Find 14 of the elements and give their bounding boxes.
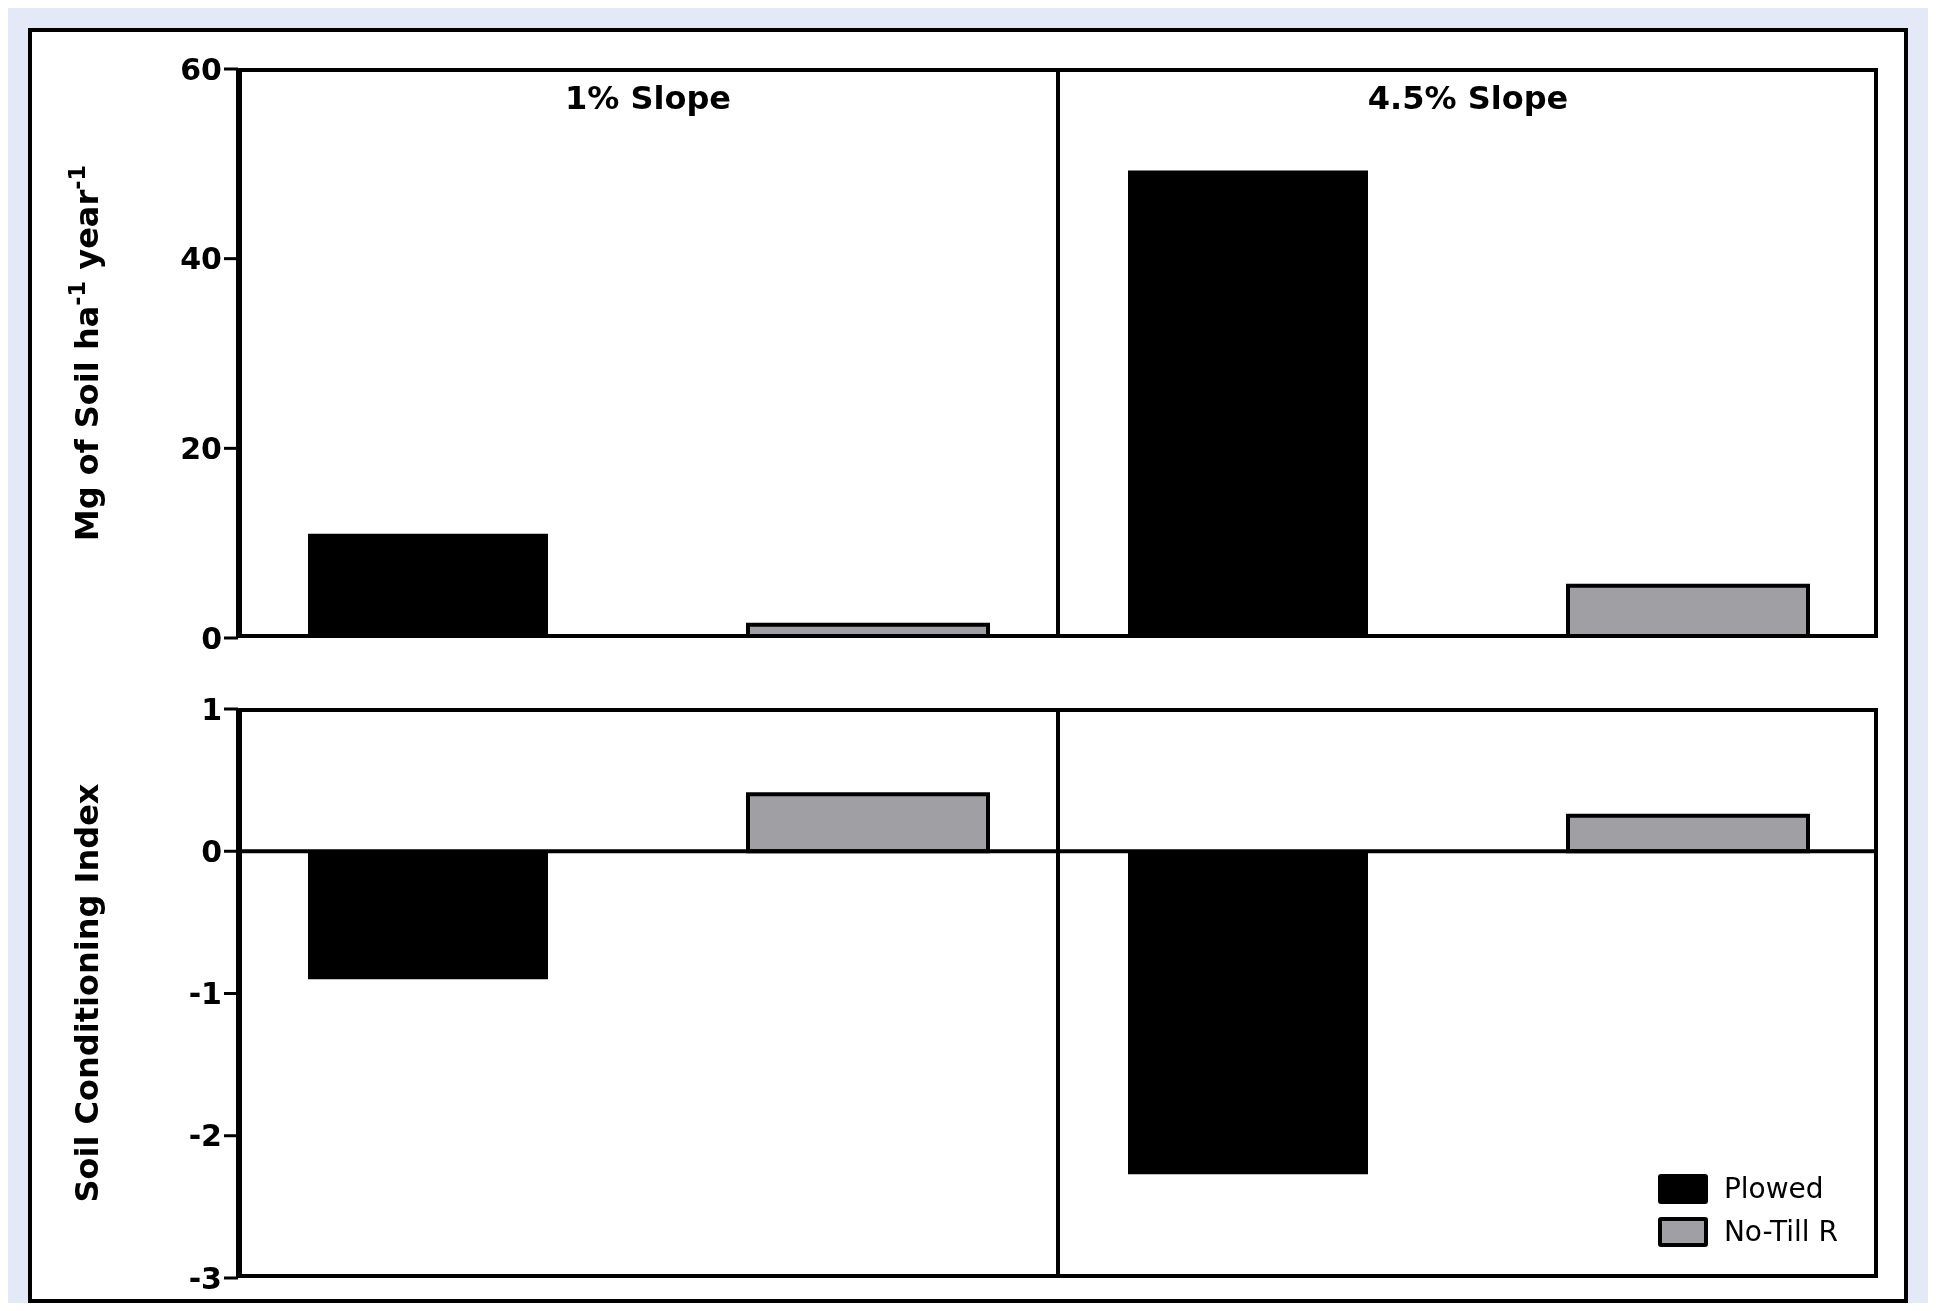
y-tick-label: -1 bbox=[188, 976, 222, 1012]
y-tick-label: 60 bbox=[180, 51, 222, 87]
x-tick-label: 1% Slope bbox=[564, 79, 732, 117]
y-tick-label: 1 bbox=[201, 691, 222, 727]
x-tick-label: 4.5% Slope bbox=[1367, 79, 1569, 117]
y-tick-label: 0 bbox=[201, 833, 222, 869]
legend-label: No-Till R bbox=[1723, 1215, 1838, 1248]
legend-label: Plowed bbox=[1723, 1172, 1824, 1205]
y-tick-label: 0 bbox=[201, 620, 222, 656]
y-axis-title: Soil Conditioning Index bbox=[68, 783, 106, 1203]
y-tick-label: -3 bbox=[188, 1260, 222, 1296]
y-tick-label: 20 bbox=[180, 430, 222, 466]
y-tick-label: -2 bbox=[188, 1118, 222, 1154]
y-tick-label: 40 bbox=[180, 241, 222, 277]
